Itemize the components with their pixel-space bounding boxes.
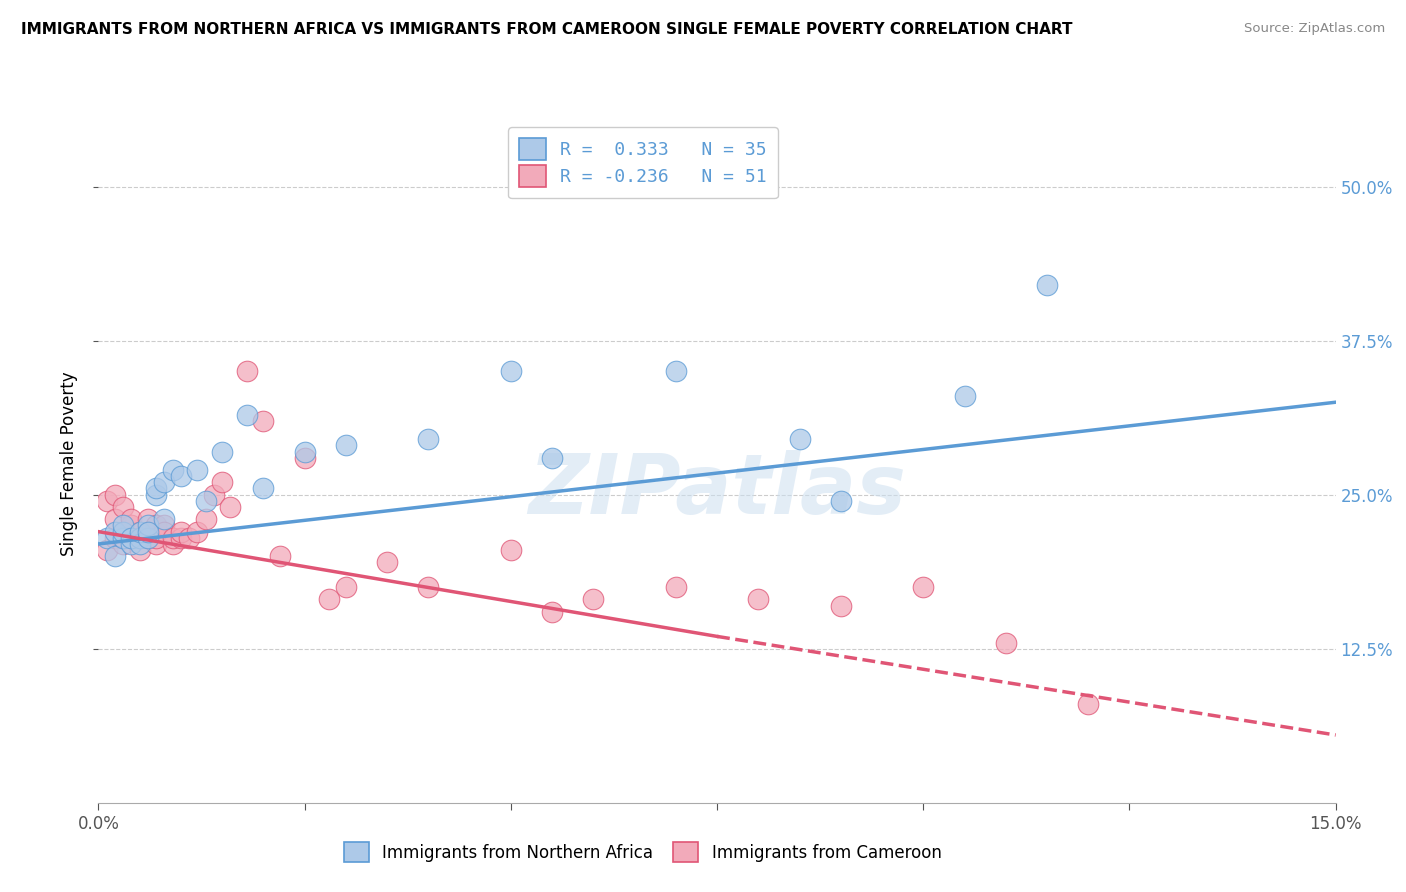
Point [499, 364, 522, 378]
Point [112, 524, 135, 539]
Point [170, 469, 193, 483]
Point [170, 524, 193, 539]
Point [294, 444, 316, 458]
Point [145, 531, 167, 545]
Point [136, 531, 159, 545]
Point [120, 531, 142, 545]
Point [211, 475, 233, 490]
Y-axis label: Single Female Poverty: Single Female Poverty [59, 372, 77, 556]
Point [912, 580, 935, 594]
Point [541, 450, 564, 465]
Point [269, 549, 291, 564]
Point [499, 543, 522, 558]
Point [186, 524, 208, 539]
Point [789, 432, 811, 446]
Point [136, 531, 159, 545]
Point [128, 524, 150, 539]
Point [375, 556, 398, 570]
Point [153, 524, 176, 539]
Point [96, 543, 118, 558]
Point [665, 580, 688, 594]
Point [252, 414, 274, 428]
Point [1036, 278, 1059, 293]
Point [953, 389, 976, 403]
Point [252, 482, 274, 496]
Point [1077, 697, 1099, 711]
Point [145, 482, 167, 496]
Point [665, 364, 688, 378]
Point [128, 543, 150, 558]
Point [318, 592, 340, 607]
Point [112, 500, 135, 514]
Point [136, 512, 159, 526]
Point [335, 438, 357, 452]
Point [582, 592, 605, 607]
Point [136, 524, 159, 539]
Point [112, 531, 135, 545]
Point [145, 518, 167, 533]
Point [153, 518, 176, 533]
Point [112, 531, 135, 545]
Point [128, 524, 150, 539]
Point [112, 524, 135, 539]
Point [830, 599, 852, 613]
Point [202, 488, 225, 502]
Point [145, 537, 167, 551]
Point [335, 580, 357, 594]
Point [294, 450, 316, 465]
Point [128, 531, 150, 545]
Point [136, 518, 159, 533]
Point [194, 512, 217, 526]
Point [128, 531, 150, 545]
Point [104, 549, 127, 564]
Point [747, 592, 769, 607]
Point [153, 475, 176, 490]
Point [418, 580, 440, 594]
Text: IMMIGRANTS FROM NORTHERN AFRICA VS IMMIGRANTS FROM CAMEROON SINGLE FEMALE POVERT: IMMIGRANTS FROM NORTHERN AFRICA VS IMMIG… [21, 22, 1073, 37]
Point [120, 537, 142, 551]
Point [830, 493, 852, 508]
Point [96, 531, 118, 545]
Point [236, 408, 259, 422]
Point [120, 531, 142, 545]
Point [104, 488, 127, 502]
Point [112, 518, 135, 533]
Point [162, 537, 184, 551]
Point [96, 493, 118, 508]
Point [162, 463, 184, 477]
Point [194, 493, 217, 508]
Legend: Immigrants from Northern Africa, Immigrants from Cameroon: Immigrants from Northern Africa, Immigra… [337, 836, 948, 869]
Point [153, 512, 176, 526]
Point [120, 512, 142, 526]
Point [219, 500, 242, 514]
Point [211, 444, 233, 458]
Point [104, 524, 127, 539]
Point [418, 432, 440, 446]
Text: Source: ZipAtlas.com: Source: ZipAtlas.com [1244, 22, 1385, 36]
Point [120, 518, 142, 533]
Point [236, 364, 259, 378]
Point [120, 524, 142, 539]
Point [145, 488, 167, 502]
Point [112, 537, 135, 551]
Point [179, 531, 201, 545]
Point [162, 531, 184, 545]
Point [104, 512, 127, 526]
Point [128, 537, 150, 551]
Point [170, 531, 193, 545]
Point [186, 463, 208, 477]
Point [104, 531, 127, 545]
Point [994, 635, 1017, 649]
Text: ZIPatlas: ZIPatlas [529, 450, 905, 532]
Point [541, 605, 564, 619]
Point [136, 524, 159, 539]
